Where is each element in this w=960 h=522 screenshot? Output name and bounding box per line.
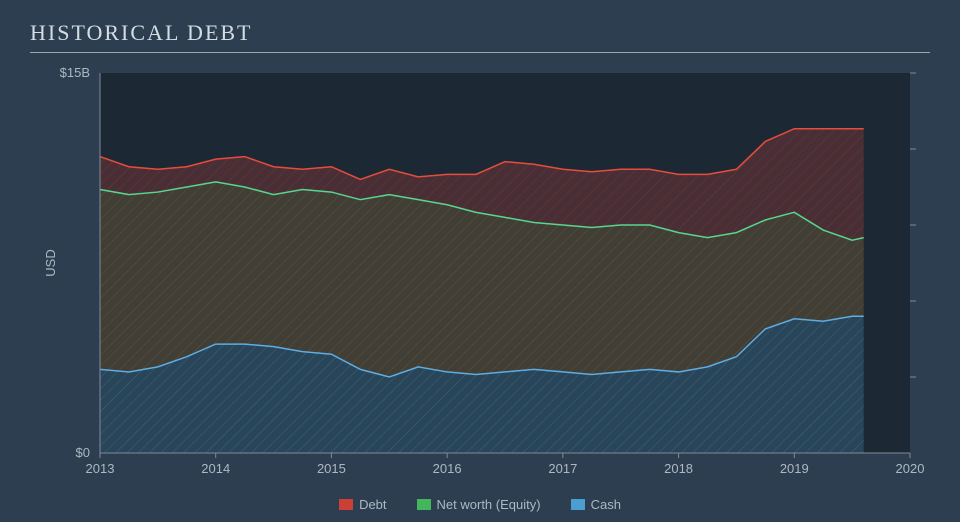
chart-svg: $0 $15B USD 2013 2014 2015 2016 2017 2018 2019 202… [30,63,930,483]
historical-debt-chart: HISTORICAL DEBT $0 $15B USD 2013 2014 2015 201… [0,0,960,522]
svg-text:2017: 2017 [548,461,577,476]
legend-label: Debt [359,497,386,512]
legend-swatch [339,499,353,510]
plot-area: $0 $15B USD 2013 2014 2015 2016 2017 2018 2019 202… [30,63,930,493]
legend-swatch [417,499,431,510]
legend-item: Debt [339,497,386,512]
svg-text:2015: 2015 [317,461,346,476]
svg-text:$15B: $15B [60,65,90,80]
chart-title: HISTORICAL DEBT [30,20,930,53]
chart-legend: Debt Net worth (Equity) Cash [30,497,930,512]
svg-text:2019: 2019 [780,461,809,476]
legend-label: Cash [591,497,621,512]
svg-text:2018: 2018 [664,461,693,476]
legend-label: Net worth (Equity) [437,497,541,512]
svg-text:USD: USD [43,249,58,276]
svg-text:2020: 2020 [896,461,925,476]
svg-text:2014: 2014 [201,461,230,476]
svg-text:$0: $0 [76,445,90,460]
legend-item: Cash [571,497,621,512]
svg-text:2013: 2013 [86,461,115,476]
svg-text:2016: 2016 [433,461,462,476]
legend-item: Net worth (Equity) [417,497,541,512]
legend-swatch [571,499,585,510]
